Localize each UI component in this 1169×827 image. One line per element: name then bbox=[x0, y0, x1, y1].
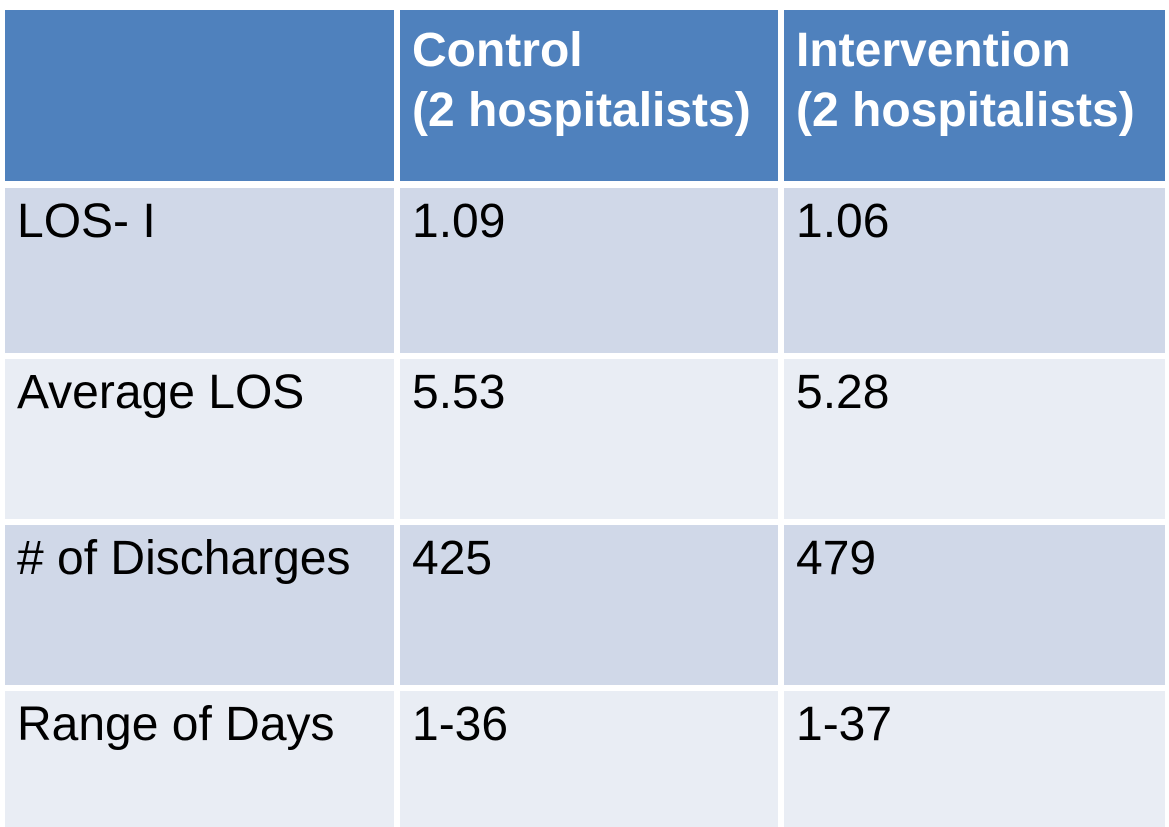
table-row-average-los: Average LOS 5.53 5.28 bbox=[5, 356, 1165, 525]
header-intervention-line1: Intervention bbox=[796, 24, 1071, 77]
row-label-range-of-days: Range of Days bbox=[5, 688, 400, 827]
results-table: Control (2 hospitalists) Intervention (2… bbox=[5, 10, 1165, 827]
cell-discharges-intervention: 479 bbox=[781, 522, 1165, 691]
table-row-discharges: # of Discharges 425 479 bbox=[5, 522, 1165, 691]
header-intervention-line2: (2 hospitalists) bbox=[796, 84, 1135, 137]
cell-discharges-control: 425 bbox=[397, 522, 784, 691]
cell-los-i-intervention: 1.06 bbox=[781, 184, 1165, 359]
cell-average-los-control: 5.53 bbox=[397, 356, 784, 525]
cell-los-i-control: 1.09 bbox=[397, 184, 784, 359]
row-label-discharges: # of Discharges bbox=[5, 522, 400, 691]
row-label-average-los: Average LOS bbox=[5, 356, 400, 525]
cell-average-los-intervention: 5.28 bbox=[781, 356, 1165, 525]
cell-range-of-days-intervention: 1-37 bbox=[781, 688, 1165, 827]
cell-range-of-days-control: 1-36 bbox=[397, 688, 784, 827]
header-cell-blank bbox=[5, 10, 400, 188]
header-control-line2: (2 hospitalists) bbox=[412, 84, 751, 137]
header-control-line1: Control bbox=[412, 24, 583, 77]
table-row-los-i: LOS- I 1.09 1.06 bbox=[5, 184, 1165, 359]
table-row-range-of-days: Range of Days 1-36 1-37 bbox=[5, 688, 1165, 827]
header-cell-control: Control (2 hospitalists) bbox=[397, 10, 784, 188]
header-cell-intervention: Intervention (2 hospitalists) bbox=[781, 10, 1165, 188]
row-label-los-i: LOS- I bbox=[5, 184, 400, 359]
header-row: Control (2 hospitalists) Intervention (2… bbox=[5, 10, 1165, 188]
